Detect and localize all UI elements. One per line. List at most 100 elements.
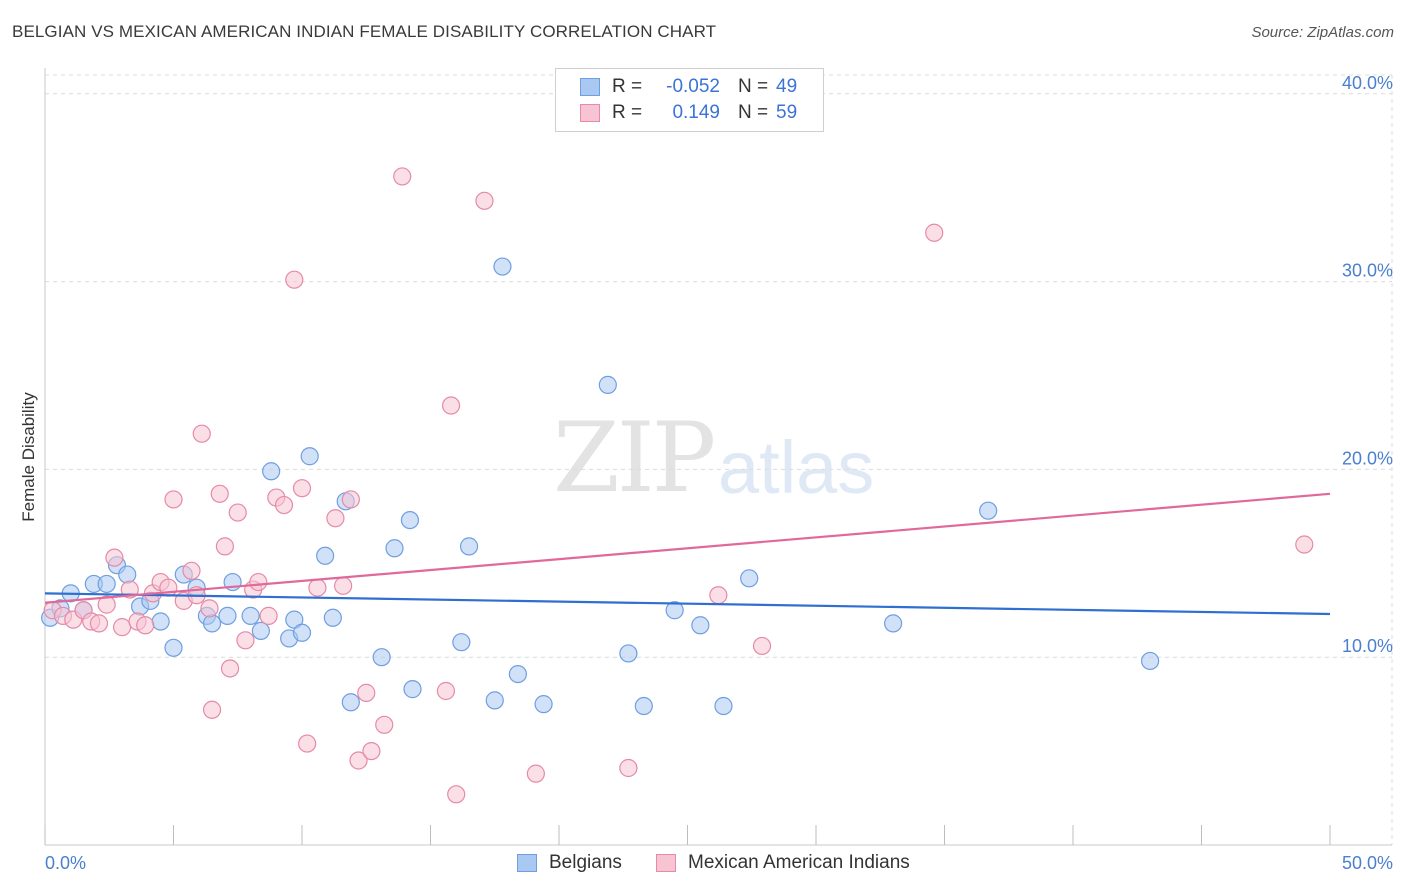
r-value: -0.052 [666, 76, 720, 97]
n-value: 59 [776, 102, 798, 123]
data-point [202, 614, 222, 633]
legend-item-belgians[interactable]: Belgians [517, 852, 622, 874]
data-point [979, 501, 998, 520]
data-point [323, 608, 342, 627]
gridlines [45, 74, 1393, 845]
legend-label-belgians: Belgians [549, 852, 622, 873]
data-point [105, 548, 124, 567]
source-label: Source: ZipAtlas.com [1251, 24, 1394, 41]
data-point [375, 715, 394, 734]
data-point [883, 614, 903, 633]
legend-swatch-mexican-american-indians [656, 854, 676, 872]
data-point [691, 616, 710, 635]
legend-swatch-belgians [517, 854, 537, 872]
data-point [619, 758, 638, 778]
y-axis-label: Female Disability [19, 392, 38, 522]
data-point [709, 586, 728, 605]
data-point [259, 606, 278, 625]
data-point [274, 495, 294, 515]
data-point [202, 700, 222, 719]
data-point [400, 510, 420, 530]
data-point [182, 561, 201, 580]
data-point [493, 257, 512, 276]
data-point [441, 396, 461, 415]
data-point [220, 659, 240, 678]
legend-swatch-belgians [580, 78, 600, 96]
legend-row-mexican-american-indians: R = 0.149 N = 59 [580, 100, 797, 126]
data-point [164, 638, 183, 657]
data-point [334, 576, 353, 595]
data-point [112, 618, 132, 637]
legend-row-belgians: R = -0.052 N = 49 [580, 74, 797, 100]
data-points [41, 167, 1314, 804]
data-point [598, 375, 617, 394]
data-point [341, 693, 360, 712]
data-point [236, 631, 255, 650]
data-point [1295, 535, 1314, 554]
data-point [262, 462, 281, 481]
data-point [151, 612, 170, 631]
r-label: R = [612, 76, 643, 97]
data-point [308, 578, 327, 597]
data-point [241, 606, 260, 625]
x-tick-label: 0.0% [45, 853, 86, 873]
data-point [300, 447, 319, 466]
chart-title: BELGIAN VS MEXICAN AMERICAN INDIAN FEMAL… [12, 22, 717, 41]
data-point [97, 595, 116, 614]
watermark-zip: ZIP [553, 402, 716, 514]
y-tick-label: 40.0% [1342, 73, 1393, 93]
data-point [292, 623, 312, 642]
data-point [249, 572, 268, 592]
data-point [210, 484, 229, 503]
data-point [534, 695, 553, 714]
data-point [665, 601, 684, 620]
legend-swatch-mexican-american-indians [580, 104, 600, 122]
data-point [475, 191, 494, 210]
y-tick-label: 30.0% [1342, 261, 1393, 281]
data-point [136, 616, 155, 635]
trend-lines [44, 492, 1331, 616]
trend-line [44, 492, 1331, 604]
legend-label-mexican-american-indians: Mexican American Indians [688, 852, 910, 873]
data-point [215, 537, 234, 556]
axes [44, 68, 1392, 846]
data-point [393, 167, 412, 186]
data-point [285, 270, 304, 289]
data-point [385, 539, 404, 558]
data-point [714, 696, 733, 716]
data-point [740, 569, 759, 588]
data-point [619, 644, 638, 663]
data-point [326, 509, 345, 528]
series-legend: Belgians Mexican American Indians [0, 852, 1406, 878]
data-point [403, 680, 422, 699]
data-point [218, 606, 237, 625]
data-point [362, 741, 381, 761]
data-point [1140, 651, 1160, 671]
data-point [341, 490, 360, 509]
data-point [228, 503, 247, 522]
data-point [526, 764, 545, 783]
data-point [316, 546, 335, 565]
data-point [752, 636, 772, 656]
data-point [89, 614, 109, 633]
data-point [634, 696, 653, 716]
n-label: N = [738, 76, 769, 97]
n-label: N = [738, 102, 769, 123]
data-point [357, 683, 376, 702]
y-tick-label: 10.0% [1342, 636, 1393, 656]
data-point [436, 681, 456, 701]
correlation-legend: R = -0.052 N = 49 R = 0.149 N = 59 [555, 68, 824, 132]
trend-line [44, 592, 1331, 616]
y-tick-labels: 10.0% 20.0% 30.0% 40.0% [1342, 73, 1393, 656]
data-point [97, 574, 116, 594]
legend-item-mexican-american-indians[interactable]: Mexican American Indians [656, 852, 910, 874]
data-point [298, 734, 317, 753]
data-point [452, 633, 471, 652]
data-point [292, 479, 312, 498]
data-point [925, 223, 944, 242]
data-point [192, 424, 211, 443]
data-point [447, 785, 466, 804]
r-label: R = [612, 102, 643, 123]
data-point [459, 537, 479, 556]
